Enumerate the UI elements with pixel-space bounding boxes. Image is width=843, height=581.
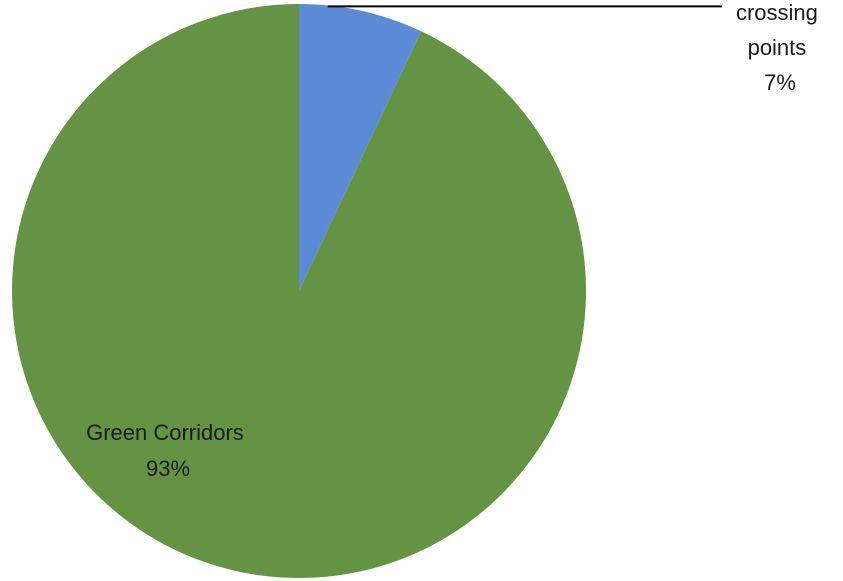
slice-label-crossing-points: crossing points 7%: [736, 0, 824, 95]
slice-label-green-corridors-line1: Green Corridors: [86, 420, 244, 445]
slice-label-crossing-points-line1: crossing: [736, 0, 818, 25]
slice-percent-green-corridors: 93%: [146, 456, 190, 481]
slice-label-crossing-points-line2: points: [748, 35, 807, 60]
pie-slices: [12, 4, 586, 578]
slice-percent-crossing-points: 7%: [764, 70, 796, 95]
